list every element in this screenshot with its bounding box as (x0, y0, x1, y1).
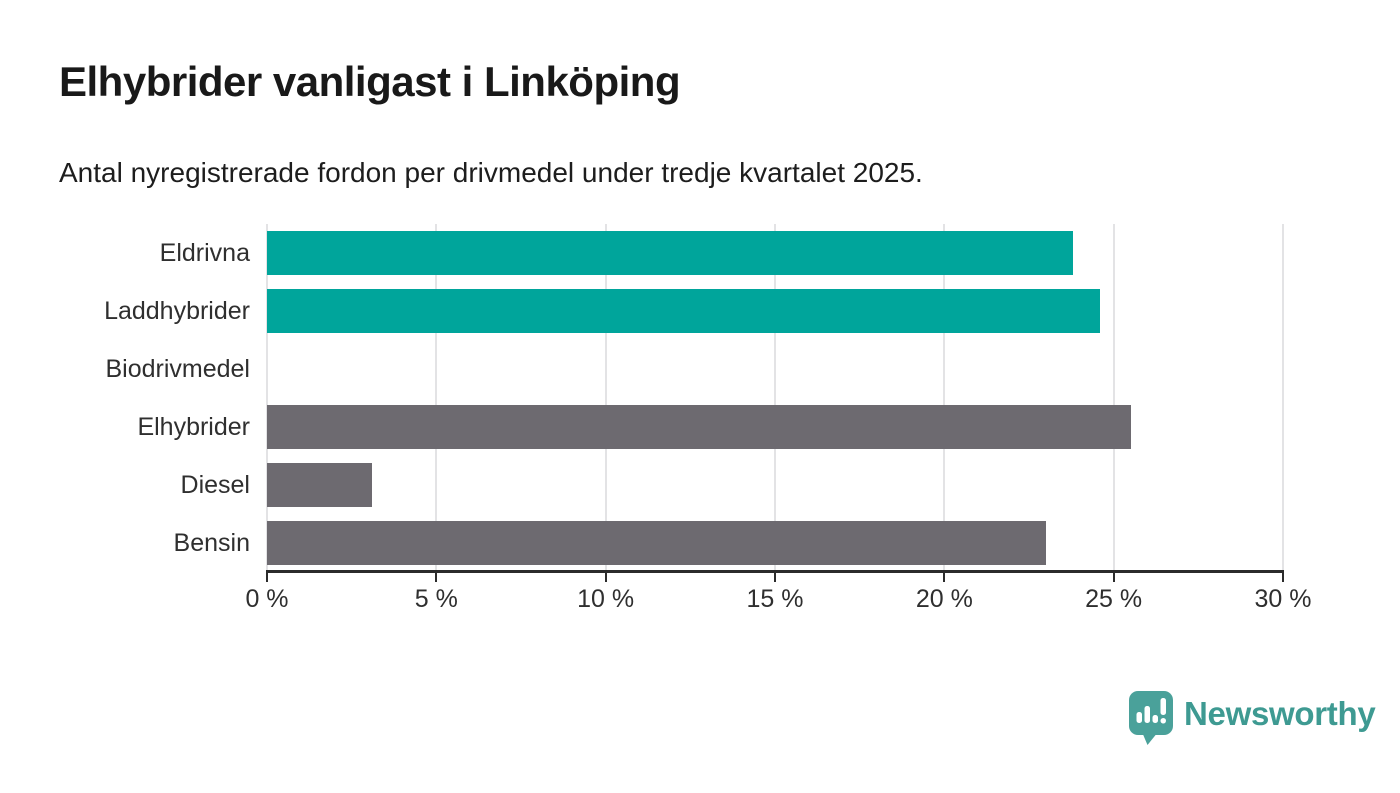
bar (267, 521, 1046, 565)
gridline (943, 224, 946, 572)
category-label: Laddhybrider (104, 296, 250, 325)
x-tick-mark (774, 573, 776, 582)
x-tick-mark (435, 573, 438, 582)
bar (267, 231, 1074, 275)
gridline (774, 224, 776, 572)
category-label: Elhybrider (137, 412, 250, 441)
x-tick-label: 5 % (414, 585, 458, 613)
bar (267, 289, 1101, 333)
x-tick-mark (1112, 573, 1115, 582)
x-tick-label: 20 % (915, 585, 973, 613)
gridline (266, 224, 268, 572)
x-tick-label: 25 % (1085, 585, 1143, 613)
newsworthy-logo: Newsworthy (1128, 690, 1376, 746)
x-tick-mark (943, 573, 946, 582)
plot-area (266, 224, 1284, 572)
category-label: Diesel (180, 470, 250, 499)
gridline (435, 224, 438, 572)
gridline (1282, 224, 1284, 572)
x-tick-label: 0 % (245, 585, 289, 613)
gridline (604, 224, 607, 572)
chart-subtitle: Antal nyregistrerade fordon per drivmede… (59, 157, 923, 188)
x-tick-mark (1282, 573, 1284, 582)
x-axis-line (266, 570, 1284, 573)
x-tick-mark (604, 573, 607, 582)
bar (267, 463, 372, 507)
x-tick-mark (266, 573, 268, 582)
category-labels: Eldrivna Laddhybrider Biodrivmedel Elhybrid… (0, 224, 250, 572)
chart-title: Elhybrider vanligast i Linköping (59, 58, 681, 105)
newsworthy-speech-bubble-chart-icon (1129, 691, 1173, 745)
category-label: Eldrivna (159, 238, 250, 267)
category-label: Biodrivmedel (105, 354, 250, 383)
gridline (1112, 224, 1115, 572)
bar (267, 405, 1131, 449)
x-tick-label: 15 % (746, 585, 804, 613)
newsworthy-wordmark: Newsworthy (1184, 695, 1376, 732)
x-tick-label: 30 % (1254, 585, 1312, 613)
x-tick-label: 10 % (577, 585, 635, 613)
category-label: Bensin (173, 528, 250, 557)
